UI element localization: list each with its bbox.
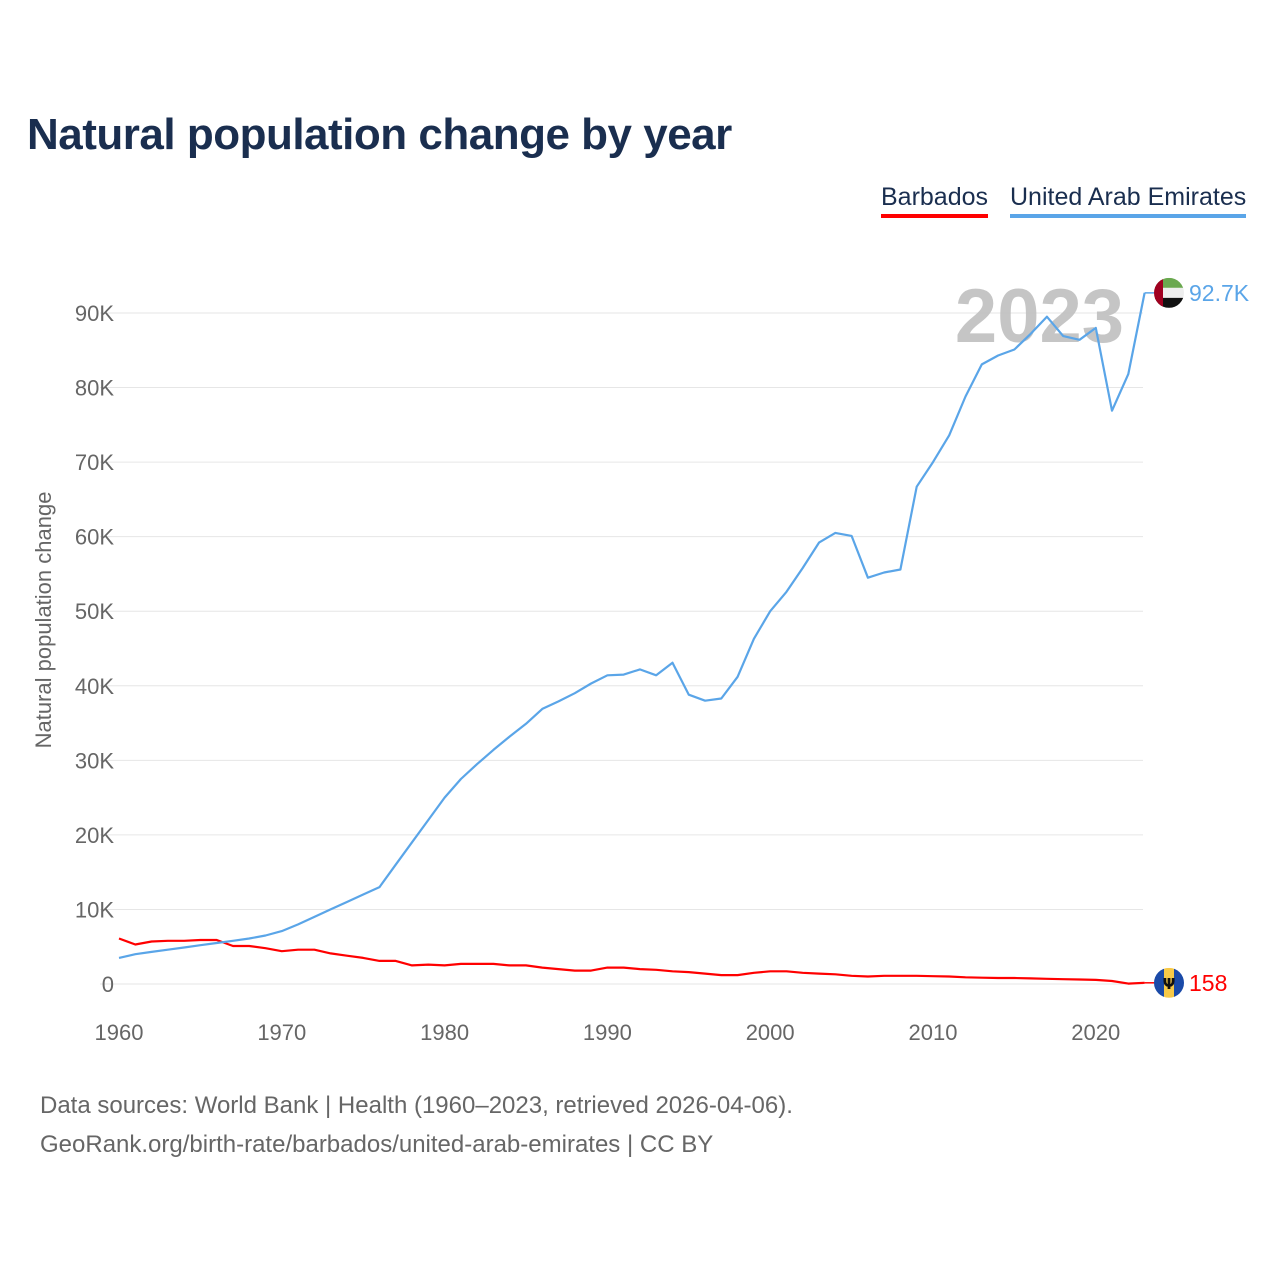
y-tick-label: 40K: [75, 674, 114, 699]
end-value-label: 92.7K: [1189, 280, 1250, 306]
x-tick-label: 1960: [95, 1020, 144, 1045]
end-value-label: 158: [1189, 970, 1227, 996]
x-tick-label: 2010: [908, 1020, 957, 1045]
x-tick-label: 2000: [746, 1020, 795, 1045]
legend-barbados[interactable]: Barbados: [881, 183, 989, 218]
series-line-uae: [118, 292, 1146, 959]
series-line-barbados: [118, 937, 1145, 985]
y-tick-label: 10K: [75, 897, 114, 922]
y-tick-label: 50K: [75, 599, 114, 624]
y-tick-label: 30K: [75, 748, 114, 773]
y-tick-label: 20K: [75, 823, 114, 848]
barbados-flag-icon: Ψ: [1154, 967, 1184, 998]
x-tick-label: 1970: [257, 1020, 306, 1045]
y-tick-label: 80K: [75, 376, 114, 401]
data-source-text: Data sources: World Bank | Health (1960–…: [40, 1092, 793, 1119]
legend-uae[interactable]: United Arab Emirates: [1010, 183, 1247, 218]
x-tick-label: 1990: [583, 1020, 632, 1045]
svg-text:Ψ: Ψ: [1163, 975, 1176, 993]
year-watermark: 2023: [955, 274, 1124, 359]
x-tick-label: 1980: [420, 1020, 469, 1045]
source-link[interactable]: GeoRank.org/birth-rate/barbados/united-a…: [40, 1131, 714, 1158]
uae-flag-icon: [1154, 277, 1184, 308]
y-tick-label: 90K: [75, 301, 114, 326]
chart-title: Natural population change by year: [27, 110, 732, 159]
y-tick-label: 70K: [75, 450, 114, 475]
y-tick-label: 0: [102, 972, 114, 997]
y-tick-label: 60K: [75, 525, 114, 550]
y-axis-label: Natural population change: [31, 492, 56, 749]
footer: Data sources: World Bank | Health (1960–…: [40, 1086, 793, 1164]
x-tick-label: 2020: [1071, 1020, 1120, 1045]
